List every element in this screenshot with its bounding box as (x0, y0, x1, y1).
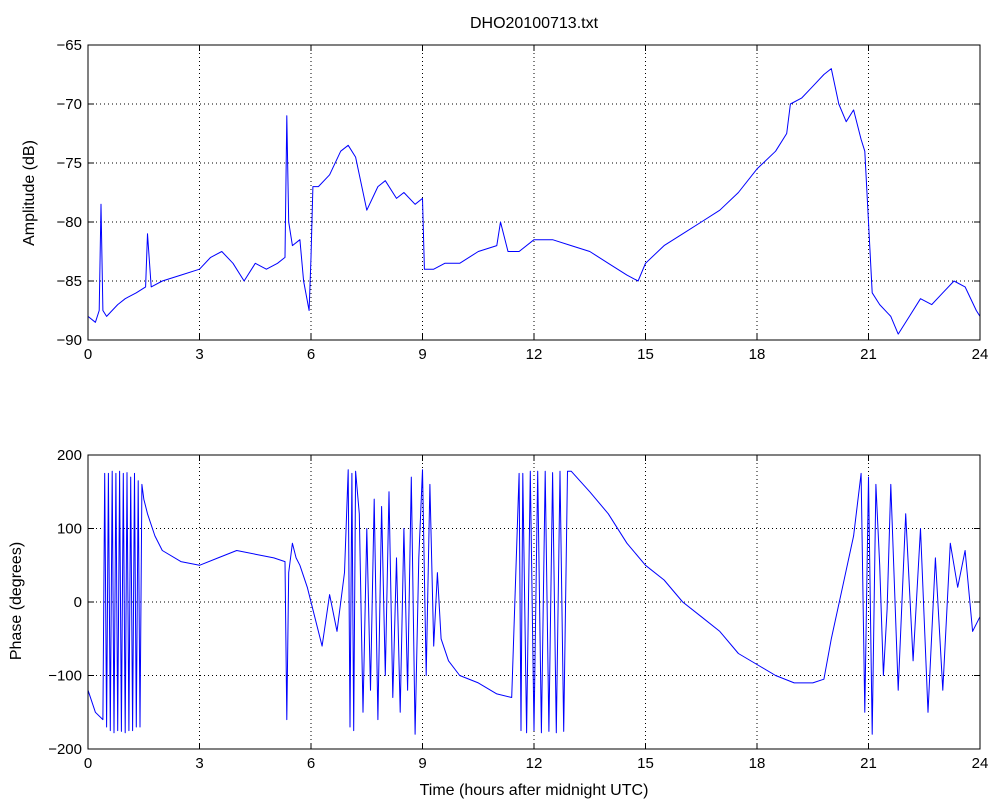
x-tick-label-2: 6 (307, 346, 315, 363)
phase-gridlines (88, 455, 980, 749)
phase-series-line (87, 469, 981, 735)
x-tick-label-5: 15 (637, 755, 654, 772)
x-tick-label-7: 21 (860, 346, 877, 363)
x-tick-label-5: 15 (637, 346, 654, 363)
amplitude-x-tick-labels: 0 3 6 9 12 15 18 21 24 (84, 346, 989, 363)
y-tick-label-5: −65 (57, 37, 82, 54)
amplitude-y-tick-labels: −90 −85 −80 −75 −70 −65 (57, 37, 82, 349)
y-tick-label-1: −85 (57, 273, 82, 290)
amplitude-axes-frame (87, 44, 981, 341)
x-tick-label-4: 12 (526, 755, 543, 772)
amplitude-chart-title: DHO20100713.txt (470, 15, 599, 32)
amplitude-chart: DHO20100713.txt 0 3 6 9 12 15 18 21 24 −90 −85 −80… (21, 15, 988, 363)
y-tick-label-1: −100 (48, 668, 82, 685)
x-tick-label-8: 24 (972, 346, 989, 363)
x-tick-label-1: 3 (195, 755, 203, 772)
phase-x-axis-label: Time (hours after midnight UTC) (420, 782, 649, 799)
y-tick-label-3: 100 (57, 521, 82, 538)
x-tick-label-2: 6 (307, 755, 315, 772)
phase-y-axis-label: Phase (degrees) (8, 542, 25, 660)
x-tick-label-0: 0 (84, 755, 92, 772)
amplitude-gridlines (88, 45, 980, 340)
y-tick-label-4: −70 (57, 96, 82, 113)
x-tick-label-7: 21 (860, 755, 877, 772)
y-tick-label-3: −75 (57, 155, 82, 172)
phase-y-tick-labels: −200 −100 0 100 200 (48, 447, 82, 758)
y-tick-label-4: 200 (57, 447, 82, 464)
amplitude-y-axis-label: Amplitude (dB) (21, 140, 38, 246)
phase-axes-frame (87, 454, 981, 750)
y-tick-label-0: −90 (57, 332, 82, 349)
x-tick-label-8: 24 (972, 755, 989, 772)
x-tick-label-6: 18 (749, 346, 766, 363)
phase-x-tick-labels: 0 3 6 9 12 15 18 21 24 (84, 755, 989, 772)
x-tick-label-1: 3 (195, 346, 203, 363)
y-tick-label-0: −200 (48, 741, 82, 758)
x-tick-label-0: 0 (84, 346, 92, 363)
x-tick-label-6: 18 (749, 755, 766, 772)
amplitude-series-line (87, 68, 981, 335)
phase-chart: 0 3 6 9 12 15 18 21 24 −200 −100 0 100 200 Time (hou… (8, 447, 988, 799)
x-tick-label-3: 9 (418, 755, 426, 772)
x-tick-label-4: 12 (526, 346, 543, 363)
y-tick-label-2: 0 (74, 594, 82, 611)
x-tick-label-3: 9 (418, 346, 426, 363)
series-line-0 (87, 68, 981, 335)
y-tick-label-2: −80 (57, 214, 82, 231)
series-line-0 (87, 469, 981, 735)
